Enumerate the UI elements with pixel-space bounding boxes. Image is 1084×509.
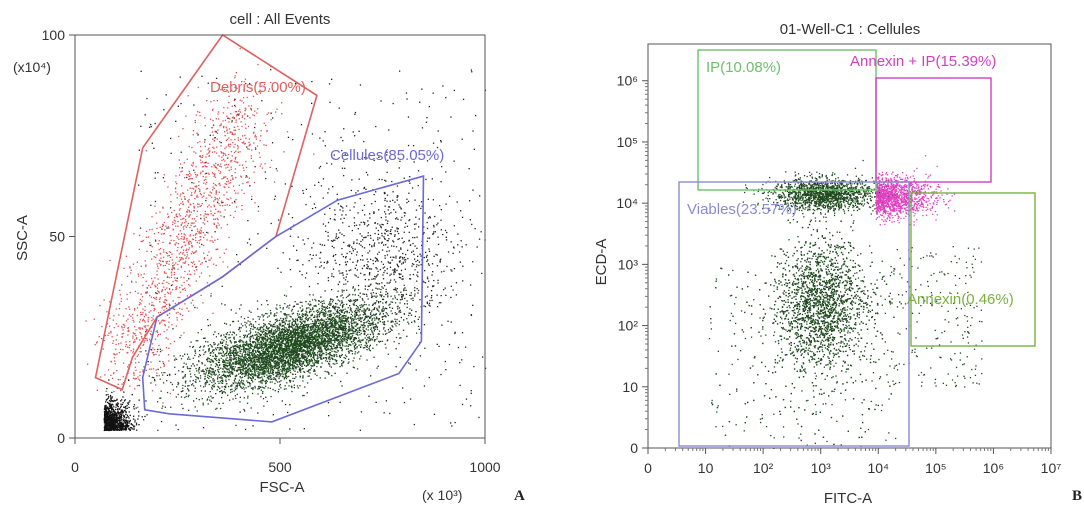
gate-annexin xyxy=(910,192,1036,347)
panel-b-y-tick: 0 xyxy=(630,440,638,456)
panel-a-y-label: SSC-A xyxy=(14,215,31,261)
panel-b-title: 01-Well-C1 : Cellules xyxy=(780,21,921,38)
panel-b-x-label: FITC-A xyxy=(824,490,872,507)
panel-a-x-tick: 500 xyxy=(268,459,292,475)
population-debris xyxy=(85,47,315,411)
panel-a-x-tick: 0 xyxy=(71,459,79,475)
panel-b-y-tick: 10³ xyxy=(618,256,639,272)
panel-a-dots xyxy=(85,47,487,432)
gate-label-ip: IP(10.08%) xyxy=(706,59,781,76)
population-ip xyxy=(742,167,918,223)
population-scatter xyxy=(138,69,487,431)
panel-b-y-tick: 10 xyxy=(622,379,638,395)
panel-b-x-tick: 10⁵ xyxy=(925,460,946,476)
panel-a-x-multiplier: (x 10³) xyxy=(422,487,462,503)
panel-a-letter: A xyxy=(514,488,525,504)
panel-a-y-tick: 0 xyxy=(57,430,65,446)
panel-a-gates: Debris(5.00%) Cellules(85.05%) xyxy=(94,33,444,423)
panel-a-ticks: 0 500 1000 0 50 100 xyxy=(42,27,501,475)
gate-label-viables: Viables(23.57%) xyxy=(687,201,797,218)
panel-a: cell : All Events (x10⁴) Debris(5.00%) Ce… xyxy=(13,11,525,504)
panel-a-title: cell : All Events xyxy=(230,11,331,28)
panel-a-x-label: FSC-A xyxy=(260,479,305,496)
panel-b-ticks: 0 10 10² 10³ 10⁴ 10⁵ 10⁶ 10⁷ 0 10 10² 10³ 10⁴ 10⁵ 10⁶ xyxy=(616,73,1061,476)
population-cellules xyxy=(120,261,474,431)
panel-b-x-tick: 10 xyxy=(698,460,714,476)
panel-b-x-tick: 10⁴ xyxy=(867,460,889,476)
panel-b-letter: B xyxy=(1072,488,1082,504)
panel-b-dots xyxy=(708,155,983,449)
panel-b-y-tick: 10⁴ xyxy=(616,195,638,211)
population-annexin-ip xyxy=(875,155,956,226)
gate-cellules xyxy=(141,175,425,423)
panel-b-y-tick: 10² xyxy=(618,318,639,334)
panel-b-x-tick: 10⁶ xyxy=(983,460,1004,476)
gate-label-annexin-ip: Annexin + IP(15.39%) xyxy=(850,53,996,70)
panel-b-y-label: ECD-A xyxy=(593,239,610,286)
panel-b-x-tick: 10² xyxy=(753,460,774,476)
panel-a-y-multiplier: (x10⁴) xyxy=(13,59,51,75)
panel-b: 01-Well-C1 : Cellules IP(10.08%) Annexin … xyxy=(593,21,1082,507)
panel-b-y-tick: 10⁶ xyxy=(617,73,638,89)
panel-a-y-tick: 50 xyxy=(49,229,65,245)
panel-b-gates: IP(10.08%) Annexin + IP(15.39%) Viables(23… xyxy=(678,49,1036,447)
population-annexin xyxy=(889,246,983,388)
gate-viables xyxy=(678,181,910,447)
gate-annexin-ip xyxy=(875,77,992,183)
panel-a-y-tick: 100 xyxy=(42,27,66,43)
panel-b-x-tick: 0 xyxy=(644,460,652,476)
gate-label-cellules: Cellules(85.05%) xyxy=(330,147,444,164)
gate-label-debris: Debris(5.00%) xyxy=(210,79,306,96)
panel-b-x-tick: 10⁷ xyxy=(1041,460,1062,476)
panel-b-x-tick: 10³ xyxy=(811,460,832,476)
gate-label-annexin: Annexin(0.46%) xyxy=(907,291,1014,308)
population-origin xyxy=(103,379,147,432)
panel-b-y-tick: 10⁵ xyxy=(617,134,638,150)
panel-a-x-tick: 1000 xyxy=(469,459,500,475)
population-viables xyxy=(708,159,901,449)
